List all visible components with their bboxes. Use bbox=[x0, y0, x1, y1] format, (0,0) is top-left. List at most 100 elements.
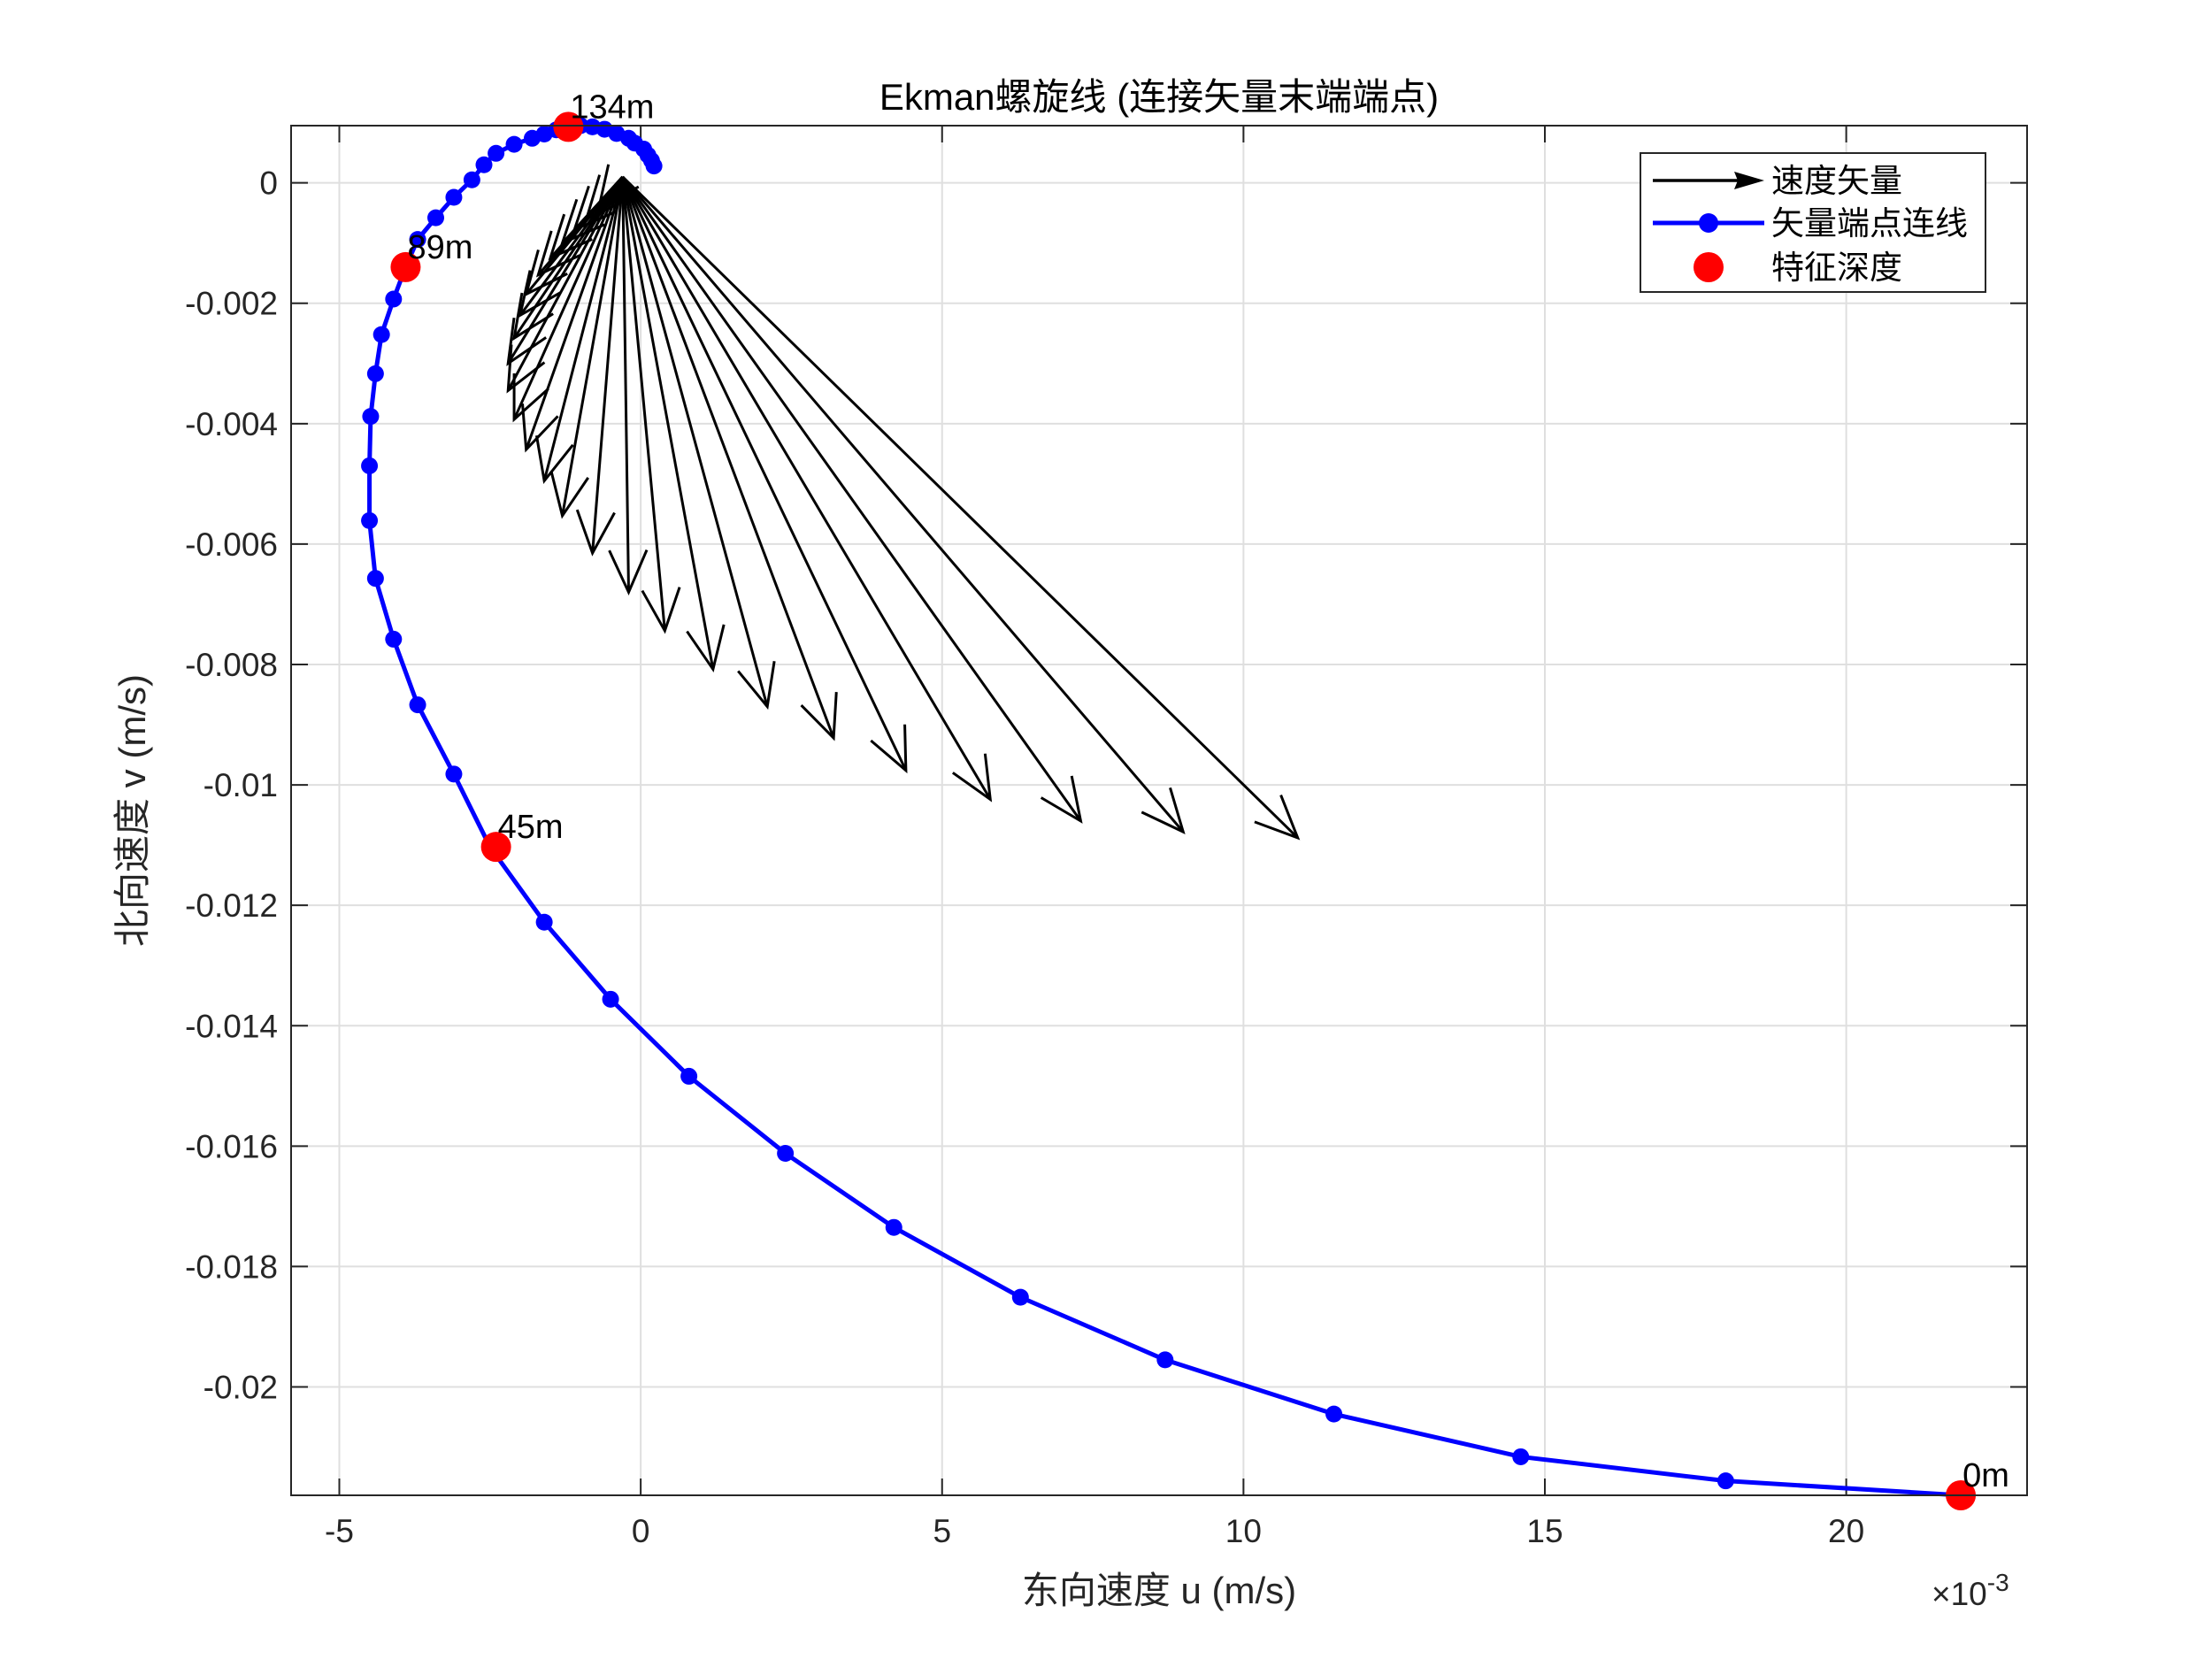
legend-arrow-head-icon bbox=[1734, 172, 1764, 189]
y-tick-label: -0.01 bbox=[204, 767, 278, 803]
vector-shaft bbox=[621, 176, 630, 593]
series-point bbox=[385, 630, 403, 648]
vector-shaft bbox=[621, 176, 908, 772]
velocity-vector bbox=[549, 176, 625, 519]
vector-arrowhead bbox=[518, 270, 561, 319]
y-tick-label: -0.012 bbox=[185, 887, 278, 924]
x-tick-label: 5 bbox=[933, 1513, 951, 1549]
vector-arrowhead bbox=[870, 724, 908, 774]
series-point bbox=[475, 156, 493, 173]
vector-arrowhead bbox=[521, 403, 559, 453]
x-tick-label: -5 bbox=[325, 1513, 354, 1549]
series-point bbox=[1512, 1448, 1530, 1465]
vector-arrowhead bbox=[560, 198, 605, 246]
series-point bbox=[488, 144, 505, 162]
velocity-vector bbox=[621, 175, 1083, 824]
series-point bbox=[361, 511, 379, 529]
velocity-vectors bbox=[506, 164, 1301, 841]
x-axis-exponent-power: -3 bbox=[1987, 1569, 2009, 1596]
vector-arrowhead bbox=[512, 292, 554, 342]
vector-arrowhead bbox=[951, 753, 993, 803]
series-point bbox=[385, 290, 403, 308]
legend-label-endpoint-line: 矢量端点连线 bbox=[1771, 205, 1968, 242]
velocity-vector bbox=[534, 176, 625, 485]
series-point bbox=[645, 157, 663, 175]
vector-arrowhead bbox=[608, 549, 649, 596]
legend-item-velocity-vector: 速度矢量 bbox=[1653, 163, 1902, 199]
vector-arrowhead bbox=[549, 471, 589, 519]
series-point bbox=[445, 765, 463, 783]
y-tick-label: -0.006 bbox=[185, 526, 278, 563]
y-tick-label: -0.02 bbox=[204, 1370, 278, 1406]
series-point bbox=[409, 696, 426, 714]
velocity-vector bbox=[621, 175, 1301, 841]
vector-shaft bbox=[561, 176, 625, 517]
vector-arrowhead bbox=[1141, 787, 1186, 834]
legend-line-marker-icon bbox=[1699, 213, 1718, 233]
vector-arrowhead bbox=[686, 624, 726, 673]
y-tick-label: -0.004 bbox=[185, 406, 278, 442]
vector-arrowhead bbox=[641, 587, 681, 634]
axis-ticks: -5 0 5 10 15 20 0 -0.002 -0.004 -0.006 -0.008 -0.01… bbox=[185, 126, 2027, 1549]
velocity-vector bbox=[575, 176, 625, 557]
vector-arrowhead bbox=[524, 249, 568, 297]
legend-label-feature-depth: 特征深度 bbox=[1771, 250, 1902, 286]
series-point bbox=[1156, 1351, 1174, 1369]
vector-shaft bbox=[512, 176, 624, 340]
series-point bbox=[366, 365, 384, 382]
vector-arrowhead bbox=[512, 373, 549, 423]
chart-title: Ekman螺旋线 (连接矢量末端端点) bbox=[879, 76, 1439, 118]
x-axis-exponent: ×10-3 bbox=[1932, 1569, 2009, 1612]
series-point bbox=[445, 188, 463, 206]
vector-arrowhead bbox=[575, 509, 616, 557]
feature-depth-markers: 0m 45m 89m 134m bbox=[390, 88, 2009, 1510]
y-tick-label: -0.002 bbox=[185, 286, 278, 322]
vector-arrowhead bbox=[800, 692, 838, 741]
x-tick-label: 0 bbox=[632, 1513, 650, 1549]
series-point bbox=[535, 913, 553, 931]
velocity-vector bbox=[621, 176, 726, 673]
y-axis-label: 北向速度 v (m/s) bbox=[111, 674, 153, 947]
vector-shaft bbox=[621, 176, 769, 708]
velocity-vector bbox=[521, 176, 625, 453]
y-tick-label: -0.016 bbox=[185, 1128, 278, 1164]
y-tick-label: -0.014 bbox=[185, 1008, 278, 1044]
series-point bbox=[1011, 1288, 1029, 1306]
vector-shaft bbox=[621, 176, 835, 739]
feature-depth-marker bbox=[390, 251, 421, 282]
legend: 速度矢量 矢量端点连线 特征深度 bbox=[1640, 152, 1986, 293]
vector-shaft bbox=[506, 176, 625, 392]
legend-item-feature-depth: 特征深度 bbox=[1694, 250, 1902, 286]
feature-depth-label: 134m bbox=[570, 88, 654, 126]
series-point bbox=[1717, 1472, 1734, 1490]
vector-arrowhead bbox=[1040, 775, 1083, 824]
feature-depth-label: 0m bbox=[1962, 1457, 2009, 1494]
series-point bbox=[409, 231, 426, 249]
y-tick-label: -0.008 bbox=[185, 647, 278, 683]
velocity-vector bbox=[512, 176, 624, 342]
legend-feature-marker-icon bbox=[1694, 252, 1724, 282]
feature-depth-marker bbox=[480, 832, 511, 863]
vector-arrowhead bbox=[584, 174, 629, 222]
plot-frame bbox=[290, 125, 2028, 1496]
vector-arrowhead bbox=[737, 661, 776, 710]
vector-shaft bbox=[621, 175, 1082, 822]
legend-label-velocity-vector: 速度矢量 bbox=[1771, 163, 1902, 199]
vector-shaft bbox=[597, 175, 624, 211]
vector-arrowhead bbox=[1254, 795, 1301, 841]
vector-shaft bbox=[621, 176, 666, 632]
vector-shaft bbox=[621, 176, 992, 801]
velocity-vector bbox=[621, 176, 908, 774]
series-point bbox=[366, 570, 384, 588]
vector-shaft bbox=[542, 176, 625, 481]
velocity-vector bbox=[621, 175, 1186, 834]
velocity-vector bbox=[596, 164, 640, 212]
feature-depth-marker bbox=[553, 111, 584, 142]
y-tick-label: 0 bbox=[259, 165, 278, 202]
feature-depth-label: 45m bbox=[498, 809, 564, 846]
x-tick-label: 20 bbox=[1828, 1513, 1864, 1549]
x-tick-label: 10 bbox=[1225, 1513, 1262, 1549]
series-point bbox=[602, 990, 619, 1008]
x-axis-label: 东向速度 u (m/s) bbox=[1022, 1570, 1296, 1611]
